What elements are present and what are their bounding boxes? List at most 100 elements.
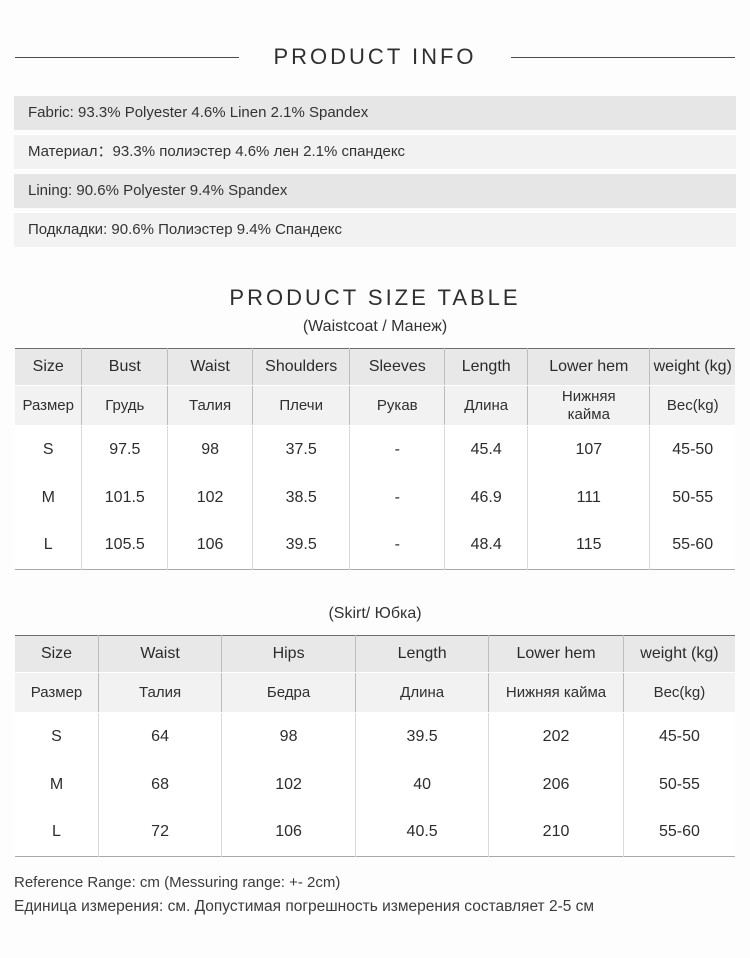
- size-label-cell: M: [15, 760, 99, 809]
- fabric-info-row: Lining: 90.6% Polyester 9.4% Spandex: [14, 174, 736, 208]
- size-label-cell: M: [15, 473, 82, 522]
- table-cell: 106: [221, 808, 356, 857]
- table-cell: 39.5: [252, 521, 350, 570]
- fabric-info-row: Fabric: 93.3% Polyester 4.6% Linen 2.1% …: [14, 96, 736, 130]
- column-header-ru: Талия: [98, 672, 222, 713]
- column-header-en: Shoulders: [252, 348, 350, 386]
- fabric-info-list: Fabric: 93.3% Polyester 4.6% Linen 2.1% …: [14, 96, 736, 247]
- table-cell: 210: [488, 808, 624, 857]
- reference-note-ru: Единица измерения: см. Допустимая погреш…: [14, 898, 595, 915]
- column-header-en: Hips: [221, 635, 356, 673]
- column-header-ru: Бедра: [221, 672, 356, 713]
- column-header-en: weight (kg): [649, 348, 735, 386]
- table-cell: 40.5: [355, 808, 489, 857]
- column-header-en: Length: [444, 348, 528, 386]
- column-header-ru: Длина: [444, 385, 528, 426]
- column-header-en: weight (kg): [622, 635, 735, 673]
- table-row: S 64 98 39.5 202 45-50: [15, 712, 735, 761]
- table-cell: 48.4: [444, 521, 528, 570]
- size-label-cell: S: [15, 712, 99, 761]
- table-cell: 46.9: [444, 473, 528, 522]
- column-header-en: Lower hem: [488, 635, 624, 673]
- column-header-en: Waist: [98, 635, 222, 673]
- table-cell: 105.5: [81, 521, 168, 570]
- fabric-info-row: Подкладки: 90.6% Полиэстер 9.4% Спандекс: [14, 213, 736, 247]
- table-cell: 98: [167, 425, 253, 474]
- column-header-ru: Грудь: [81, 385, 168, 426]
- column-header-en: Bust: [81, 348, 168, 386]
- table-cell: 97.5: [81, 425, 168, 474]
- table-cell: 68: [98, 760, 222, 809]
- column-header-ru: Плечи: [252, 385, 350, 426]
- table-cell: 206: [488, 760, 624, 809]
- table-cell: 102: [167, 473, 253, 522]
- right-rule: [510, 56, 736, 58]
- table-cell: 50-55: [649, 473, 735, 522]
- column-header-ru: Вес(kg): [622, 672, 735, 713]
- size-label-cell: L: [15, 808, 99, 857]
- skirt-subtitle: (Skirt/ Юбка): [328, 605, 422, 622]
- table-cell: 202: [488, 712, 624, 761]
- product-info-header: PRODUCT INFO: [0, 44, 750, 70]
- table-cell: -: [349, 425, 445, 474]
- table-cell: 55-60: [622, 808, 735, 857]
- table-row: M 68 102 40 206 50-55: [15, 760, 735, 809]
- table-cell: 107: [527, 425, 650, 474]
- size-label-cell: S: [15, 425, 82, 474]
- table-cell: -: [349, 473, 445, 522]
- table-cell: 45-50: [622, 712, 735, 761]
- table-cell: 98: [221, 712, 356, 761]
- fabric-info-row: Материал：93.3% полиэстер 4.6% лен 2.1% с…: [14, 135, 736, 169]
- table-cell: 45-50: [649, 425, 735, 474]
- table-cell: -: [349, 521, 445, 570]
- table-row: L 72 106 40.5 210 55-60: [15, 808, 735, 857]
- table-row: M 101.5 102 38.5-46.9 111 50-55: [15, 473, 735, 522]
- table-cell: 115: [527, 521, 650, 570]
- product-info-page: PRODUCT INFO Fabric: 93.3% Polyester 4.6…: [0, 44, 750, 916]
- table-row: L 105.5 106 39.5-48.4 115 55-60: [15, 521, 735, 570]
- column-header-ru: Рукав: [349, 385, 445, 426]
- table-cell: 72: [98, 808, 222, 857]
- column-header-en: Lower hem: [527, 348, 650, 386]
- table-cell: 64: [98, 712, 222, 761]
- column-header-ru: Нижняя кайма: [488, 672, 624, 713]
- table-cell: 45.4: [444, 425, 528, 474]
- column-header-ru: Длина: [355, 672, 489, 713]
- column-header-ru: Талия: [167, 385, 253, 426]
- header-row: Size Bust Waist Shoulders Sleeves Length Lower…: [15, 348, 735, 386]
- header-row: Размер Грудь Талия Плечи Рукав Длина Нижняя ка…: [15, 385, 735, 426]
- table-cell: 101.5: [81, 473, 168, 522]
- column-header-en: Size: [15, 348, 82, 386]
- table-cell: 37.5: [252, 425, 350, 474]
- reference-note-en: Reference Range: cm (Messuring range: +-…: [14, 874, 341, 891]
- table-cell: 38.5: [252, 473, 350, 522]
- table-cell: 102: [221, 760, 356, 809]
- column-header-ru: Размер: [15, 385, 82, 426]
- table-cell: 50-55: [622, 760, 735, 809]
- left-rule: [15, 56, 240, 58]
- waistcoat-subtitle: (Waistcoat / Манеж): [302, 318, 448, 335]
- column-header-ru: Размер: [15, 672, 99, 713]
- table-cell: 111: [527, 473, 650, 522]
- size-table: Size Waist Hips Length Lower hem weight (kg) Р…: [15, 635, 735, 857]
- table-cell: 40: [355, 760, 489, 809]
- table-cell: 106: [167, 521, 253, 570]
- size-table-title: PRODUCT SIZE TABLE: [229, 285, 521, 310]
- size-table: Size Bust Waist Shoulders Sleeves Length Lower…: [15, 348, 735, 570]
- column-header-ru: Нижняя кайма: [527, 385, 650, 426]
- size-label-cell: L: [15, 521, 82, 570]
- table-cell: 39.5: [355, 712, 489, 761]
- reference-note: Reference Range: cm (Messuring range: +-…: [14, 874, 736, 916]
- header-row: Размер Талия Бедра Длина Нижняя кайма Вес(kg): [15, 672, 735, 713]
- table-row: S 97.5 98 37.5-45.4 107 45-50: [15, 425, 735, 474]
- column-header-en: Length: [355, 635, 489, 673]
- table-cell: 55-60: [649, 521, 735, 570]
- column-header-ru: Вес(kg): [649, 385, 735, 426]
- waistcoat-size-table: Size Bust Waist Shoulders Sleeves Length Lower…: [15, 348, 735, 570]
- page-title: PRODUCT INFO: [273, 44, 477, 69]
- column-header-en: Sleeves: [349, 348, 445, 386]
- column-header-en: Waist: [167, 348, 253, 386]
- column-header-en: Size: [15, 635, 99, 673]
- header-row: Size Waist Hips Length Lower hem weight (kg): [15, 635, 735, 673]
- skirt-size-table: Size Waist Hips Length Lower hem weight (kg) Р…: [15, 635, 735, 857]
